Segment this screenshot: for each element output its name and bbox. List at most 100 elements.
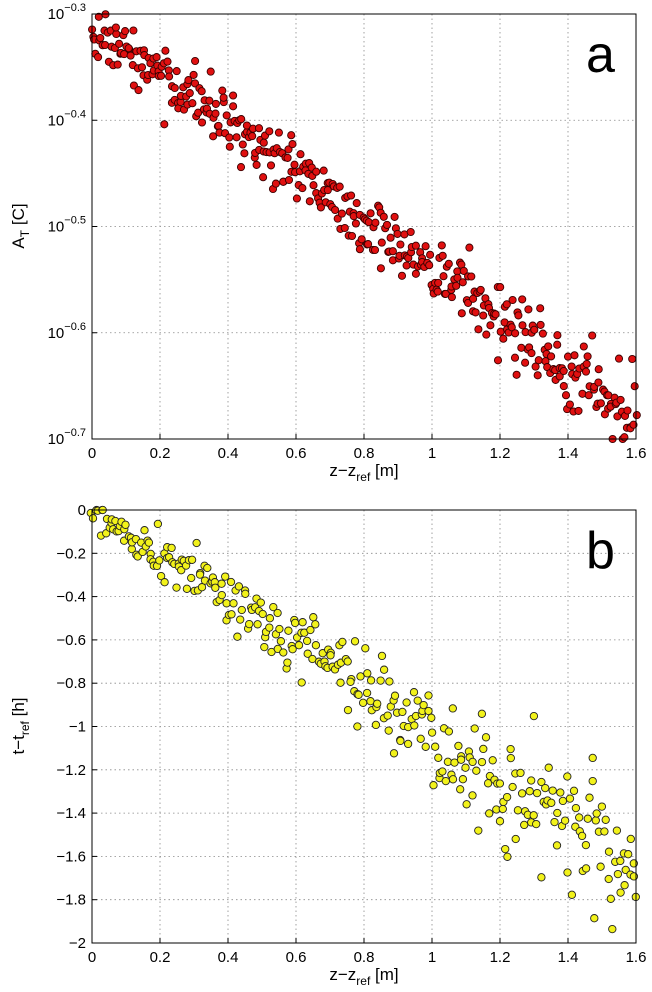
chart-a-point [594,365,603,374]
chart-b-point [569,786,579,795]
chart-b-point [525,787,534,796]
chart-a-point [211,99,220,108]
chart-b-point [275,624,284,634]
chart-a-point [134,86,143,95]
chart-a-point [236,163,246,172]
chart-a-point [197,87,206,96]
chart-b-point [245,619,254,629]
chart-a-point [137,63,147,72]
chart-b-point [203,563,212,573]
chart-a-point [553,331,562,340]
chart-b-point [434,753,443,762]
chart-a-point [559,366,568,376]
chart-a-point [465,243,474,252]
chart-b-point [456,785,465,794]
chart-b-point [373,699,382,708]
chart-a-point [421,242,430,251]
chart-b-point [604,874,613,884]
chart-a-point [530,325,539,334]
chart-b-point [338,637,347,647]
chart-b-point [234,582,244,591]
chart-b-point [290,618,300,628]
chart-a-point [165,72,174,81]
chart-a-point [232,133,241,142]
chart-b-point [498,804,507,814]
chart-a-point [94,53,103,62]
chart-a-y-tick-label: 10−0.7 [48,427,86,448]
chart-b-point [366,676,376,685]
chart-a-point [510,353,520,362]
chart-b-point [503,852,512,861]
chart-b-point [604,847,614,856]
chart-a-point [101,40,110,50]
chart-b-point [448,704,457,713]
chart-b-point [182,584,192,593]
chart-b-point [187,555,197,564]
chart-a-point [459,266,468,275]
chart-a-point [547,352,556,361]
chart-b-x-ticks: 0 0.2 0.4 0.6 0.8 1 1.2 1.4 1.6 [88,938,646,966]
chart-a-point [538,329,547,338]
chart-b-point [306,625,315,635]
chart-a-point [371,218,380,227]
chart-a-point [238,140,247,149]
chart-a-point [479,311,488,320]
chart-b-point [256,598,265,607]
chart-b-point [427,713,436,722]
chart-a-panel-label: a [586,26,615,84]
chart-a-point [632,411,641,420]
chart-b-x-tick-label: 1.2 [490,949,511,966]
chart-b-point [192,538,201,548]
chart-b-point [616,856,625,866]
chart-b-point [384,726,393,735]
chart-b-point [241,589,250,598]
chart-a-point [594,378,603,387]
chart-b-point [390,691,400,700]
chart-b-point [550,817,559,827]
chart-a-point [370,245,380,255]
chart-a-point [225,142,234,151]
chart-a-point [561,391,571,400]
chart-b-point [237,605,246,615]
chart-b-point [302,636,312,646]
chart-a-x-tick-label: 1.4 [558,445,579,462]
chart-b-point [565,794,575,803]
chart-a-point [113,60,122,69]
chart-b-point [590,914,599,923]
chart-a-point [259,138,268,147]
chart-a-point [396,240,405,249]
chart-b-point [379,665,389,674]
chart-b-point [560,816,570,825]
chart-a-point [614,354,624,363]
chart-b-point [155,556,164,565]
chart-a-point [218,86,227,95]
chart-a-x-tick-label: 0.8 [354,445,375,462]
chart-a-point [185,89,194,98]
chart-a-x-tick-label: 0.4 [218,445,239,462]
chart-b-point [297,678,306,687]
chart-b-y-tick-label: 0 [78,502,86,519]
chart-a-point [437,241,446,250]
chart-b-point [221,572,230,581]
chart-b-point [383,711,392,720]
chart-b-point [409,688,419,697]
chart-a-point [447,293,456,302]
chart-a-y-axis-label: AT [C] [9,203,32,248]
chart-a-point [197,118,207,127]
chart-a-point [457,309,466,318]
chart-a-point [284,175,294,185]
chart-b-x-tick-label: 0.8 [354,949,375,966]
chart-a: 0 0.2 0.4 0.6 0.8 1 1.2 1.4 1.6 10−0.310−0.410−0… [9,2,646,484]
chart-a-point [476,285,485,294]
chart-b-y-tick-label: −0.4 [56,589,86,606]
chart-a-point [527,349,536,358]
chart-a-point [388,247,397,256]
chart-a-point [623,406,632,415]
chart-a-point [296,150,305,159]
chart-a-point [458,278,467,287]
chart-b-point [427,728,437,737]
chart-a-point [467,272,476,281]
chart-a-point [588,331,597,340]
chart-a-point [124,44,133,53]
